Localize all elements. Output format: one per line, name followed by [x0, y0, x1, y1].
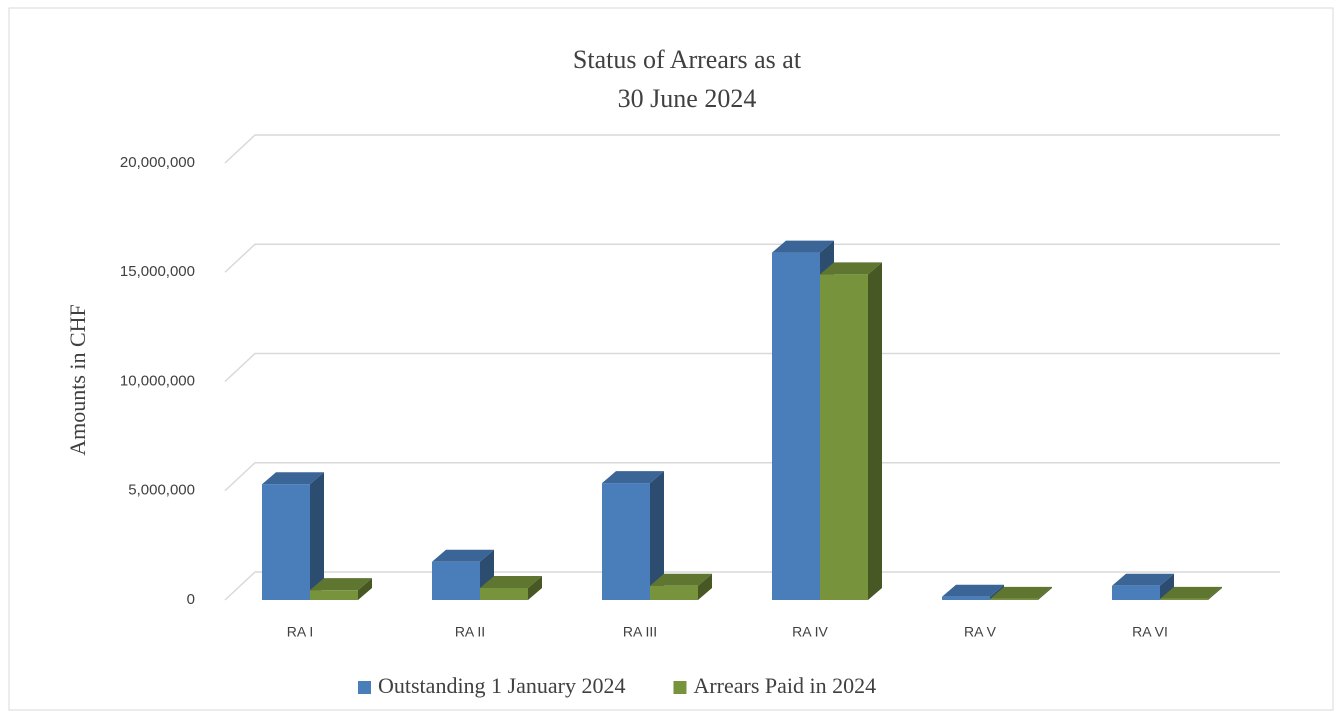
bar-side — [698, 573, 712, 600]
grid-line — [224, 571, 1280, 601]
bar-top — [262, 472, 324, 485]
bar — [262, 484, 310, 600]
x-tick-label: RA III — [623, 624, 657, 640]
y-tick-label: 15,000,000 — [120, 263, 195, 280]
bar-top — [480, 575, 542, 588]
legend-swatch — [673, 681, 687, 694]
bar — [1160, 598, 1208, 600]
grid-line — [224, 462, 1280, 492]
bar — [990, 598, 1038, 600]
legend-swatch — [358, 681, 371, 694]
bar-top — [1112, 573, 1174, 586]
bar-side — [528, 575, 542, 600]
x-tick-label: RA VI — [1132, 624, 1168, 640]
bar-top — [1160, 586, 1222, 599]
bar — [772, 252, 820, 600]
bar — [310, 590, 358, 600]
bar — [942, 596, 990, 600]
bar-top — [432, 549, 494, 562]
bar-side — [358, 578, 372, 600]
y-tick-label: 0 — [187, 591, 195, 608]
bar-top — [820, 262, 882, 275]
bar-side — [868, 262, 882, 600]
legend-label: Outstanding 1 January 2024 — [378, 673, 625, 698]
bar — [480, 587, 528, 600]
chart-border — [8, 7, 1334, 711]
bar-side — [1208, 586, 1222, 600]
bar-side — [650, 471, 664, 600]
bar — [1112, 585, 1160, 600]
bar — [602, 483, 650, 600]
grid-line — [224, 134, 1280, 164]
bar-top — [772, 240, 834, 253]
x-tick-label: RA I — [287, 624, 313, 640]
y-tick-label: 20,000,000 — [120, 154, 195, 171]
y-axis-label: Amounts in CHF — [65, 304, 90, 456]
grid-line — [224, 352, 1280, 383]
x-tick-label: RA IV — [792, 624, 828, 640]
bar-top — [650, 573, 712, 586]
bar-side — [1160, 573, 1174, 600]
x-tick-label: RA II — [455, 624, 485, 640]
bar-side — [1038, 586, 1052, 600]
chart-title: Status of Arrears as at — [573, 45, 802, 74]
bar — [820, 274, 868, 600]
bar-top — [990, 586, 1052, 599]
bar-top — [942, 584, 1004, 597]
bar-top — [602, 471, 664, 484]
grid-line — [224, 243, 1280, 273]
bar-top — [310, 578, 372, 591]
y-tick-label: 10,000,000 — [120, 372, 195, 389]
y-tick-label: 5,000,000 — [128, 482, 195, 499]
x-tick-label: RA V — [964, 624, 997, 640]
bar-side — [310, 472, 324, 600]
bar — [432, 561, 480, 600]
bar — [650, 585, 698, 600]
legend-label: Arrears Paid in 2024 — [693, 673, 876, 698]
chart-title: 30 June 2024 — [618, 84, 757, 113]
